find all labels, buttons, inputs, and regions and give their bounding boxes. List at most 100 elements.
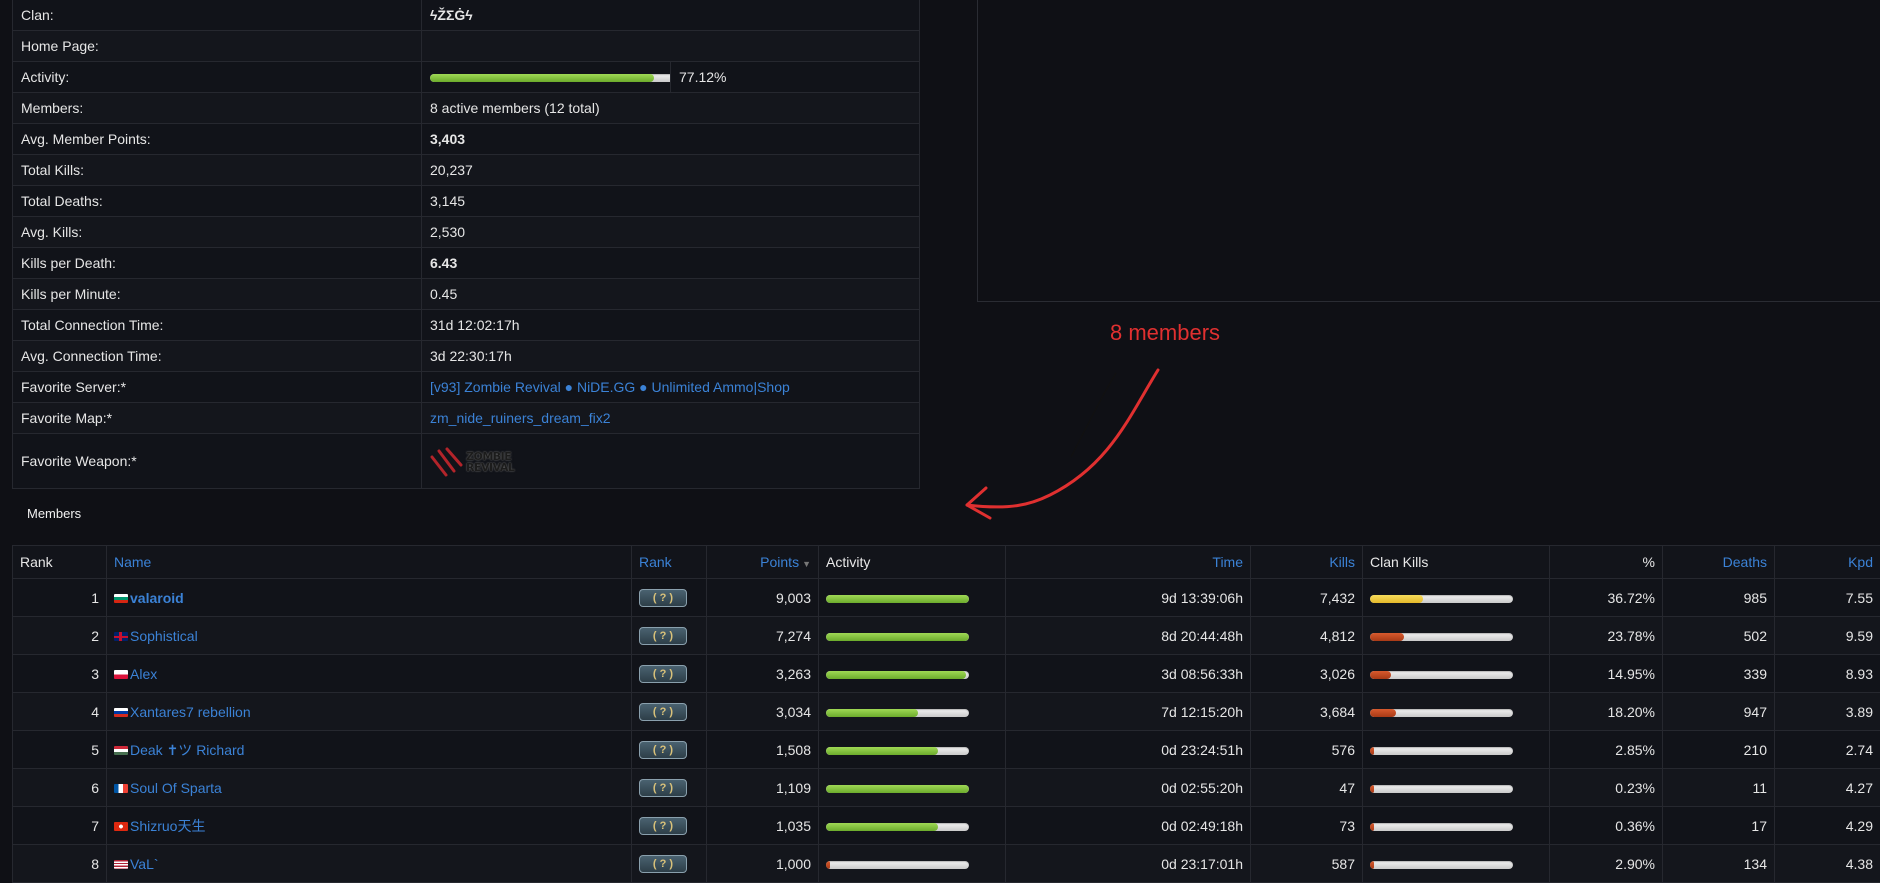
member-name-link[interactable]: valaroid	[130, 590, 184, 606]
flag-icon	[114, 708, 128, 717]
kills-per-death-row: Kills per Death: 6.43	[13, 248, 920, 279]
activity-progress-bar	[430, 74, 671, 82]
member-clan-kills-fill	[1370, 785, 1374, 793]
member-deaths: 134	[1663, 845, 1775, 883]
col-rank: Rank	[13, 546, 107, 579]
member-clan-kills-fill	[1370, 861, 1374, 869]
member-name-link[interactable]: Deak ✝ツ Richard	[130, 742, 244, 758]
member-rank-badge-cell: ( ? )	[632, 579, 707, 617]
member-time: 0d 02:49:18h	[1006, 807, 1251, 845]
member-deaths: 985	[1663, 579, 1775, 617]
member-activity-bar	[826, 861, 969, 869]
member-name-link[interactable]: VaL`	[130, 856, 159, 872]
member-points: 1,109	[707, 769, 819, 807]
favorite-weapon-cell: ZOMBIE REVIVAL	[422, 434, 920, 489]
member-rank: 8	[13, 845, 107, 883]
member-activity-fill	[826, 709, 918, 717]
member-activity-bar	[826, 671, 969, 679]
rank-badge-icon[interactable]: ( ? )	[639, 817, 687, 835]
col-deaths[interactable]: Deaths	[1663, 546, 1775, 579]
kills-per-minute-value: 0.45	[422, 279, 920, 310]
kills-per-death-value: 6.43	[422, 248, 920, 279]
favorite-server-link[interactable]: [v93] Zombie Revival ● NiDE.GG ● Unlimit…	[430, 379, 790, 395]
rank-badge-icon[interactable]: ( ? )	[639, 665, 687, 683]
member-name-link[interactable]: Shizruo天生	[130, 818, 205, 834]
rank-badge-icon[interactable]: ( ? )	[639, 627, 687, 645]
col-kpd[interactable]: Kpd	[1775, 546, 1880, 579]
col-points[interactable]: Points▼	[707, 546, 819, 579]
member-points: 9,003	[707, 579, 819, 617]
info-label: Avg. Member Points:	[13, 124, 422, 155]
member-rank: 4	[13, 693, 107, 731]
member-kpd: 9.59	[1775, 617, 1880, 655]
member-name-link[interactable]: Sophistical	[130, 628, 198, 644]
members-table: Rank Name Rank Points▼ Activity Time Kil…	[12, 545, 1880, 883]
activity-bar-cell	[422, 62, 671, 93]
col-kills[interactable]: Kills	[1251, 546, 1363, 579]
member-kpd: 4.27	[1775, 769, 1880, 807]
flag-icon	[114, 594, 128, 603]
member-name-link[interactable]: Alex	[130, 666, 157, 682]
col-activity: Activity	[819, 546, 1006, 579]
member-clan-kills-fill	[1370, 747, 1374, 755]
rank-badge-icon[interactable]: ( ? )	[639, 589, 687, 607]
member-kills: 47	[1251, 769, 1363, 807]
zombie-revival-logo[interactable]: ZOMBIE REVIVAL	[430, 447, 514, 477]
member-rank: 3	[13, 655, 107, 693]
member-kpd: 4.29	[1775, 807, 1880, 845]
member-clan-kills-cell	[1363, 731, 1550, 769]
member-kills: 4,812	[1251, 617, 1363, 655]
member-deaths: 339	[1663, 655, 1775, 693]
info-label: Avg. Kills:	[13, 217, 422, 248]
favorite-map-row: Favorite Map:* zm_nide_ruiners_dream_fix…	[13, 403, 920, 434]
member-clan-kills-bar	[1370, 823, 1513, 831]
member-kills: 3,026	[1251, 655, 1363, 693]
member-name-link[interactable]: Soul Of Sparta	[130, 780, 222, 796]
favorite-weapon-row: Favorite Weapon:* ZOMBIE REVIVAL	[13, 434, 920, 489]
rank-badge-icon[interactable]: ( ? )	[639, 779, 687, 797]
member-percent: 2.90%	[1550, 845, 1663, 883]
member-percent: 0.36%	[1550, 807, 1663, 845]
kills-per-minute-row: Kills per Minute: 0.45	[13, 279, 920, 310]
info-label: Favorite Weapon:*	[13, 434, 422, 489]
rank-badge-icon[interactable]: ( ? )	[639, 703, 687, 721]
col-name[interactable]: Name	[107, 546, 632, 579]
total-connection-time-value: 31d 12:02:17h	[422, 310, 920, 341]
member-activity-fill	[826, 747, 938, 755]
chart-panel	[977, 0, 1880, 302]
flag-icon	[114, 822, 128, 831]
member-kills: 576	[1251, 731, 1363, 769]
member-clan-kills-cell	[1363, 769, 1550, 807]
col-rank-icon[interactable]: Rank	[632, 546, 707, 579]
member-activity-cell	[819, 845, 1006, 883]
member-name-link[interactable]: Xantares7 rebellion	[130, 704, 251, 720]
member-percent: 0.23%	[1550, 769, 1663, 807]
member-name-cell: Soul Of Sparta	[107, 769, 632, 807]
member-clan-kills-cell	[1363, 693, 1550, 731]
avg-member-points-row: Avg. Member Points: 3,403	[13, 124, 920, 155]
info-label: Members:	[13, 93, 422, 124]
activity-row: Activity: 77.12%	[13, 62, 920, 93]
annotation-text: 8 members	[1110, 320, 1220, 346]
member-deaths: 947	[1663, 693, 1775, 731]
rank-badge-icon[interactable]: ( ? )	[639, 741, 687, 759]
col-percent: %	[1550, 546, 1663, 579]
rank-badge-icon[interactable]: ( ? )	[639, 855, 687, 873]
member-kpd: 8.93	[1775, 655, 1880, 693]
flag-icon	[114, 632, 128, 641]
member-points: 7,274	[707, 617, 819, 655]
favorite-map-link[interactable]: zm_nide_ruiners_dream_fix2	[430, 410, 611, 426]
member-time: 3d 08:56:33h	[1006, 655, 1251, 693]
member-rank: 2	[13, 617, 107, 655]
info-label: Total Deaths:	[13, 186, 422, 217]
member-clan-kills-bar	[1370, 671, 1513, 679]
info-label: Home Page:	[13, 31, 422, 62]
col-time[interactable]: Time	[1006, 546, 1251, 579]
member-clan-kills-fill	[1370, 823, 1374, 831]
member-rank-badge-cell: ( ? )	[632, 693, 707, 731]
member-deaths: 11	[1663, 769, 1775, 807]
member-points: 3,263	[707, 655, 819, 693]
member-activity-bar	[826, 709, 969, 717]
